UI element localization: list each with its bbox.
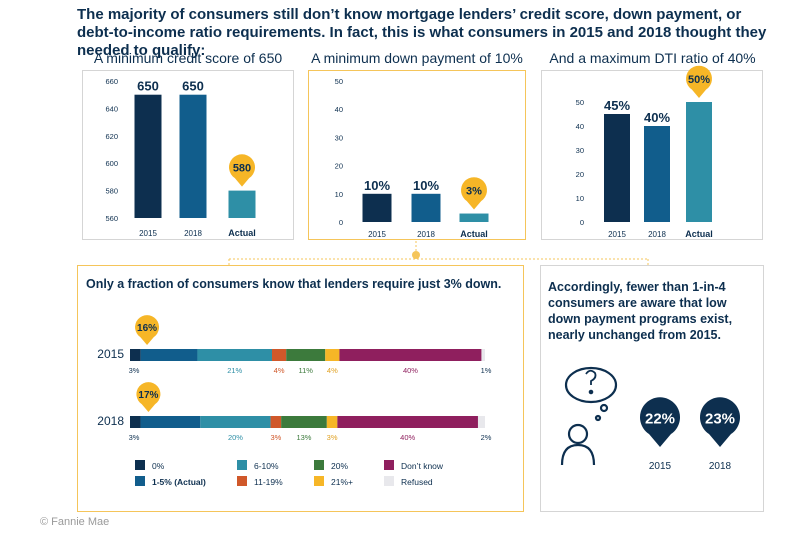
credit-score-panel: [82, 70, 294, 240]
dti-title: And a maximum DTI ratio of 40%: [549, 50, 756, 66]
consumer-knowledge-panel: [77, 265, 524, 512]
dti-panel: [541, 70, 763, 240]
copyright: © Fannie Mae: [40, 516, 110, 528]
credit-score-title: A minimum credit score of 650: [93, 50, 283, 66]
down-payment-title: A minimum down payment of 10%: [311, 50, 523, 66]
consumer-knowledge-title: Only a fraction of consumers know that l…: [86, 277, 502, 291]
awareness-text: Accordingly, fewer than 1-in-4 consumers…: [548, 280, 733, 342]
down-payment-panel: [308, 70, 526, 240]
connector-dot: [412, 251, 420, 259]
awareness-panel: [540, 265, 764, 512]
headline: The majority of consumers still don’t kn…: [77, 6, 767, 59]
